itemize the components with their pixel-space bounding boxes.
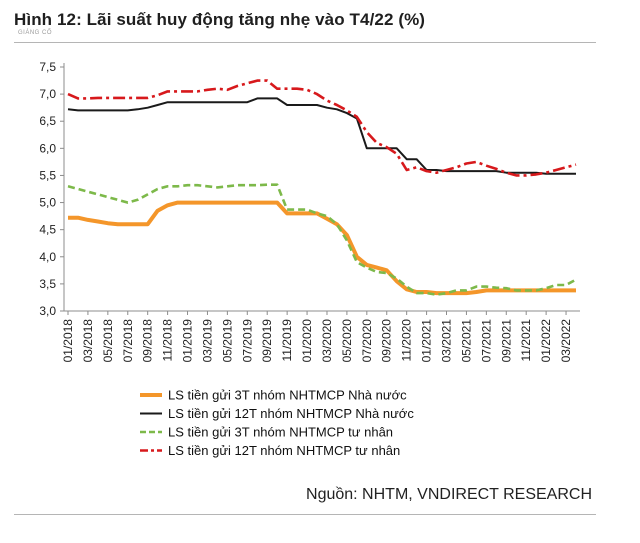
series-line-2	[67, 97, 576, 175]
x-tick-label: 01/2018	[61, 319, 75, 363]
y-tick-label: 3,0	[39, 304, 56, 318]
x-tick-label: 05/2018	[101, 319, 115, 363]
x-tick-label: 07/2020	[360, 319, 374, 363]
y-tick-label: 5,0	[39, 196, 56, 210]
legend-label-1: LS tiền gửi 3T nhóm NHTMCP Nhà nước	[168, 388, 407, 403]
y-tick-label: 4,0	[39, 250, 56, 264]
x-tick-label: 01/2019	[181, 319, 195, 363]
y-tick-label: 6,5	[39, 114, 56, 128]
y-tick-label: 3,5	[39, 277, 56, 291]
x-tick-label: 01/2022	[539, 319, 553, 363]
x-tick-label: 11/2018	[161, 319, 175, 362]
x-tick-label: 05/2021	[459, 319, 473, 363]
series-line-4	[67, 79, 577, 177]
source-note: Nguồn: NHTM, VNDIRECT RESEARCH	[306, 486, 592, 503]
x-tick-label: 03/2020	[320, 319, 334, 363]
x-tick-label: 09/2021	[499, 319, 513, 363]
y-tick-label: 4,5	[39, 223, 56, 237]
chart-axes	[63, 63, 580, 312]
figure-title: Hình 12: Lãi suất huy động tăng nhẹ vào …	[14, 10, 426, 29]
y-tick-label: 7,0	[39, 87, 56, 101]
y-tick-label: 6,0	[39, 141, 56, 155]
x-tick-label: 01/2020	[300, 319, 314, 363]
watermark-text: GIÁNG CỐ	[18, 30, 53, 36]
x-tick-label: 09/2018	[141, 319, 155, 363]
x-tick-label: 03/2021	[440, 319, 454, 363]
x-tick-label: 05/2020	[340, 319, 354, 363]
legend-label-2: LS tiền gửi 12T nhóm NHTMCP Nhà nước	[168, 406, 414, 421]
x-tick-label: 03/2022	[559, 319, 573, 363]
x-tick-label: 07/2019	[240, 319, 254, 363]
x-tick-label: 07/2018	[121, 319, 135, 363]
x-tick-label: 11/2019	[280, 319, 294, 362]
bottom-divider	[14, 514, 596, 515]
x-axis-ticks: 01/2018 03/2018 05/2018 07/2018 09/2018 11/20…	[61, 311, 573, 362]
x-tick-label: 01/2021	[420, 319, 434, 363]
series-line-1	[68, 200, 576, 296]
x-tick-label: 03/2018	[81, 319, 95, 363]
y-axis-ticks: 7,5 7,0 6,5 6,0 5,5 5,0 4,5 4,0 3,5 3,0	[39, 60, 64, 318]
legend-label-4: LS tiền gửi 12T nhóm NHTMCP tư nhân	[168, 443, 400, 458]
x-tick-label: 09/2020	[380, 319, 394, 363]
chart-series	[67, 79, 577, 296]
chart-legend: LS tiền gửi 3T nhóm NHTMCP Nhà nước LS ti…	[140, 388, 414, 458]
y-tick-label: 5,5	[39, 168, 56, 182]
x-tick-label: 09/2019	[260, 319, 274, 363]
x-tick-label: 03/2019	[200, 319, 214, 363]
x-tick-label: 07/2021	[479, 319, 493, 363]
title-divider	[14, 42, 596, 43]
y-tick-label: 7,5	[39, 60, 56, 74]
legend-label-3: LS tiền gửi 3T nhóm NHTMCP tư nhân	[168, 425, 393, 440]
x-tick-label: 05/2019	[220, 319, 234, 363]
series-line-3	[67, 183, 577, 296]
x-tick-label: 11/2020	[400, 319, 414, 362]
x-tick-label: 11/2021	[519, 319, 533, 362]
